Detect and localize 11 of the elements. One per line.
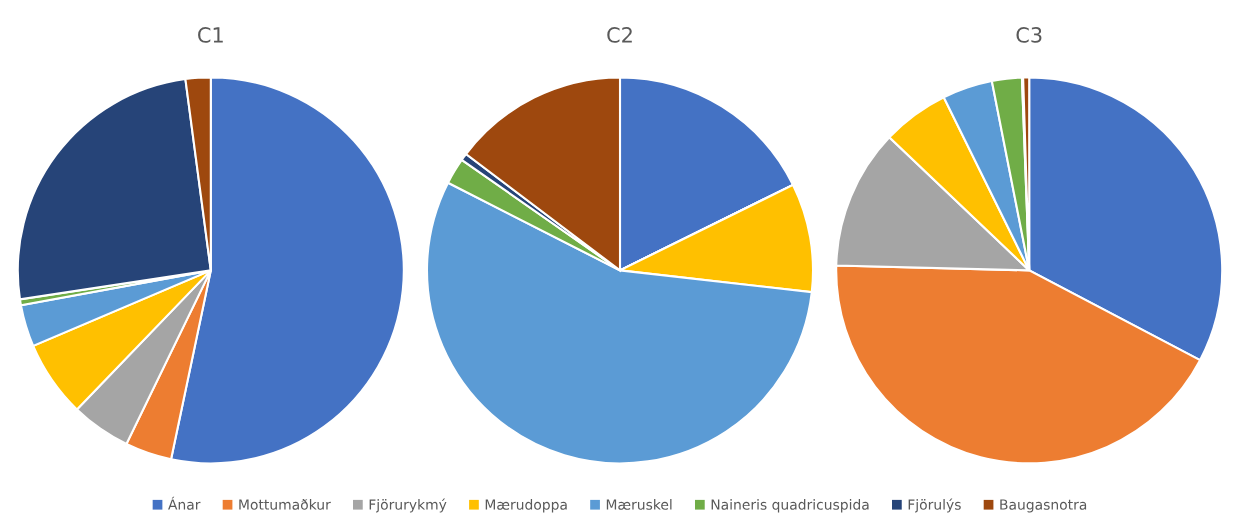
chart-title: C1 — [198, 27, 223, 43]
legend-label: Ánar — [168, 496, 201, 510]
legend-label: Mærudoppa — [485, 499, 567, 513]
legend-label: Mæruskel — [606, 499, 672, 510]
chart-title: C3 — [1016, 27, 1042, 43]
legend-label: Baugasnotra — [1000, 499, 1087, 513]
legend-label: Mottumaðkur — [239, 499, 331, 510]
chart-title: C2 — [607, 27, 632, 43]
legend-label: Fjörulýs — [908, 498, 961, 513]
legend-label: Fjörurykmý — [369, 498, 447, 513]
legend-label: Naineris quadricuspida — [711, 499, 869, 513]
